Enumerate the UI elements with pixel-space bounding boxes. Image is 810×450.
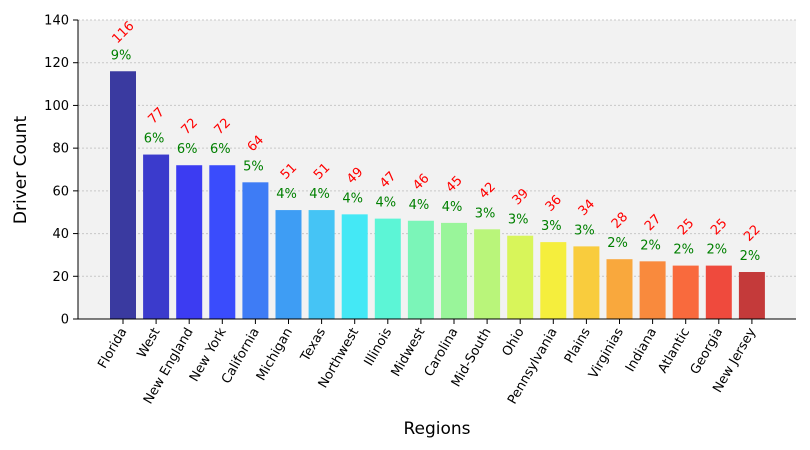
percent-label: 6% [177,142,198,157]
bar [110,71,136,319]
bar [705,265,732,319]
bar [441,222,467,319]
bar-labels: 9%1166%776%726%725%644%514%514%494%474%4… [109,19,763,264]
bar [209,165,236,319]
percent-label: 4% [442,200,463,215]
bar [176,165,203,319]
bar [275,210,302,319]
percent-label: 3% [541,219,562,234]
bar [606,259,633,319]
y-axis-title: Driver Count [11,116,31,225]
y-tick-label: 40 [52,227,69,242]
bar [540,242,567,319]
bar [242,182,269,319]
percent-label: 4% [309,187,330,202]
axes [77,20,796,320]
x-axis-title: Regions [403,419,470,439]
category-label: Florida [95,326,130,372]
percent-label: 6% [144,132,165,147]
percent-label: 3% [475,206,496,221]
percent-label: 4% [375,196,396,211]
y-tick-label: 100 [44,99,69,114]
percent-label: 2% [740,249,761,264]
y-tick-label: 120 [44,56,69,71]
y-ticks: 0 20 40 60 80 100 120 140 [44,14,78,328]
bar [341,214,368,319]
y-tick-label: 20 [52,270,69,285]
bar [308,210,335,319]
category-label: West [135,326,164,361]
percent-label: 2% [706,243,727,258]
bar [573,246,600,319]
bar [639,261,666,319]
percent-label: 3% [508,213,529,228]
y-tick-label: 80 [52,142,69,157]
category-label: Indiana [623,326,660,375]
bar [407,220,434,319]
percent-label: 4% [276,187,297,202]
bars [110,71,765,319]
percent-label: 2% [607,236,628,251]
y-tick-label: 0 [61,313,69,328]
percent-label: 5% [243,159,264,174]
percent-label: 2% [673,243,694,258]
percent-label: 4% [342,191,363,206]
bar [507,235,534,319]
category-label: Ohio [500,325,528,359]
percent-label: 3% [574,223,595,238]
bar [474,229,501,319]
percent-label: 4% [409,198,430,213]
percent-label: 9% [111,48,132,63]
percent-label: 6% [210,142,231,157]
bar [374,218,401,319]
y-tick-label: 140 [44,14,69,29]
bar [672,265,699,319]
bar [143,154,170,319]
percent-label: 2% [640,238,661,253]
category-label: Texas [298,325,330,365]
y-tick-label: 60 [52,184,69,199]
bar [738,272,765,319]
category-label: Plains [562,325,594,366]
category-label: Illinois [362,325,396,368]
